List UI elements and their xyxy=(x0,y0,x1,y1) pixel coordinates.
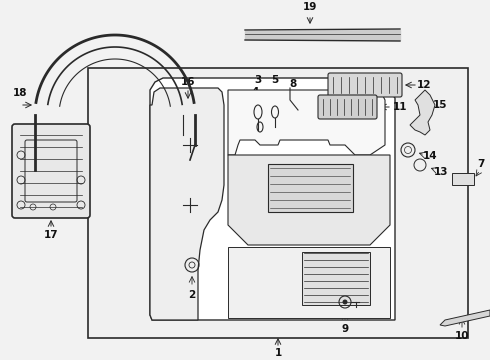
Text: 2: 2 xyxy=(188,290,196,300)
Text: 10: 10 xyxy=(455,331,469,341)
Polygon shape xyxy=(410,90,435,135)
Polygon shape xyxy=(228,90,385,155)
Circle shape xyxy=(343,300,347,305)
Text: 17: 17 xyxy=(44,230,58,240)
FancyBboxPatch shape xyxy=(318,95,377,119)
Bar xyxy=(88,68,468,338)
Text: 5: 5 xyxy=(271,75,279,85)
Polygon shape xyxy=(228,155,390,245)
Text: 18: 18 xyxy=(13,88,27,98)
Text: 1: 1 xyxy=(274,348,282,358)
Polygon shape xyxy=(440,310,490,326)
Text: 14: 14 xyxy=(423,151,437,161)
Text: 19: 19 xyxy=(303,2,317,12)
Text: 15: 15 xyxy=(433,100,447,110)
Text: 6: 6 xyxy=(332,309,340,319)
Text: 9: 9 xyxy=(342,324,348,334)
Bar xyxy=(452,173,474,185)
Polygon shape xyxy=(228,247,390,318)
Text: 3: 3 xyxy=(254,75,262,85)
FancyBboxPatch shape xyxy=(12,124,90,218)
Text: 4: 4 xyxy=(251,87,259,97)
Text: 8: 8 xyxy=(290,79,296,89)
Text: 12: 12 xyxy=(417,80,431,90)
Text: 13: 13 xyxy=(434,167,448,177)
Polygon shape xyxy=(302,252,370,305)
Text: 16: 16 xyxy=(181,77,195,87)
FancyBboxPatch shape xyxy=(328,73,402,97)
Polygon shape xyxy=(150,88,224,320)
Polygon shape xyxy=(150,78,395,320)
Text: 11: 11 xyxy=(393,102,407,112)
Text: 7: 7 xyxy=(477,159,485,169)
Bar xyxy=(268,164,353,212)
